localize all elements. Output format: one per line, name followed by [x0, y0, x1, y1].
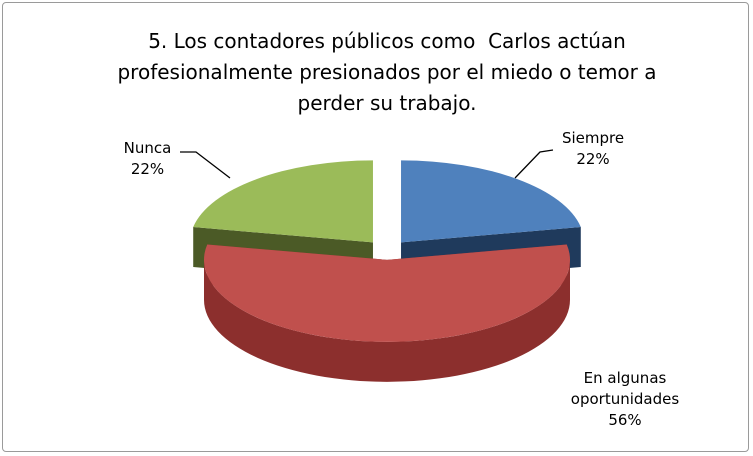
chart-title: 5. Los contadores públicos como Carlos a…: [117, 29, 663, 115]
leader-line: [514, 149, 554, 179]
leader-line: [180, 151, 231, 179]
chart-frame: [2, 2, 749, 452]
label-category: Siempre: [561, 129, 625, 147]
data-label: En algunas oportunidades 56%: [560, 368, 690, 431]
label-category: En algunas oportunidades: [570, 369, 680, 408]
pie-slice: [203, 244, 570, 382]
slice-side: [204, 259, 570, 382]
data-label: Nunca 22%: [110, 138, 185, 180]
slice-top: [203, 244, 570, 342]
data-label: Siempre 22%: [548, 128, 638, 170]
label-value: 56%: [608, 411, 642, 429]
slice-top: [193, 160, 373, 243]
label-value: 22%: [576, 150, 610, 168]
label-category: Nunca: [123, 139, 172, 157]
slice-top: [401, 160, 581, 243]
label-value: 22%: [130, 160, 165, 178]
